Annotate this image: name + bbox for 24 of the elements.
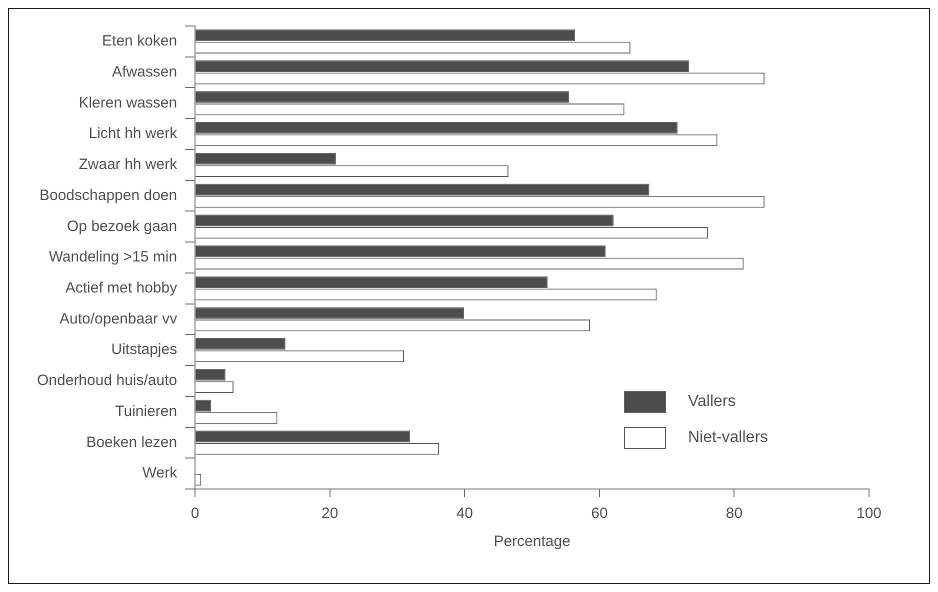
y-tick-label: Werk [142, 464, 178, 482]
x-tick-label: 80 [726, 505, 743, 522]
y-tick-label: Boeken lezen [86, 434, 178, 451]
y-tick-label: Licht hh werk [88, 125, 178, 142]
x-tick-label: 40 [456, 505, 474, 522]
legend-label: Vallers [688, 393, 736, 411]
y-tick-label: Actief met hobby [65, 280, 178, 297]
text: Niet-vallers [688, 429, 768, 447]
y-tick-label: Afwassen [112, 63, 178, 80]
x-axis-title: Percentage [494, 533, 570, 550]
y-tick-label: Zwaar hh werk [78, 156, 178, 174]
x-tick-label: 100 [856, 505, 882, 522]
y-tick-label: Tuinieren [115, 402, 178, 420]
y-tick-label: Wandeling >15 min [48, 248, 178, 266]
y-tick-label: Op bezoek gaan [67, 218, 178, 235]
y-tick-label: Eten koken [102, 32, 178, 50]
y-tick-label: Uitstapjes [111, 341, 178, 358]
x-tick-label: 0 [190, 505, 200, 522]
x-tick-label: 60 [591, 505, 608, 522]
y-tick-label: Auto/openbaar vv [60, 310, 178, 328]
x-tick-label: 20 [322, 505, 338, 522]
y-tick-label: Kleren wassen [78, 94, 178, 112]
y-tick-label: Onderhoud huis/auto [36, 372, 178, 390]
y-tick-label: Boodschappen doen [39, 186, 178, 204]
